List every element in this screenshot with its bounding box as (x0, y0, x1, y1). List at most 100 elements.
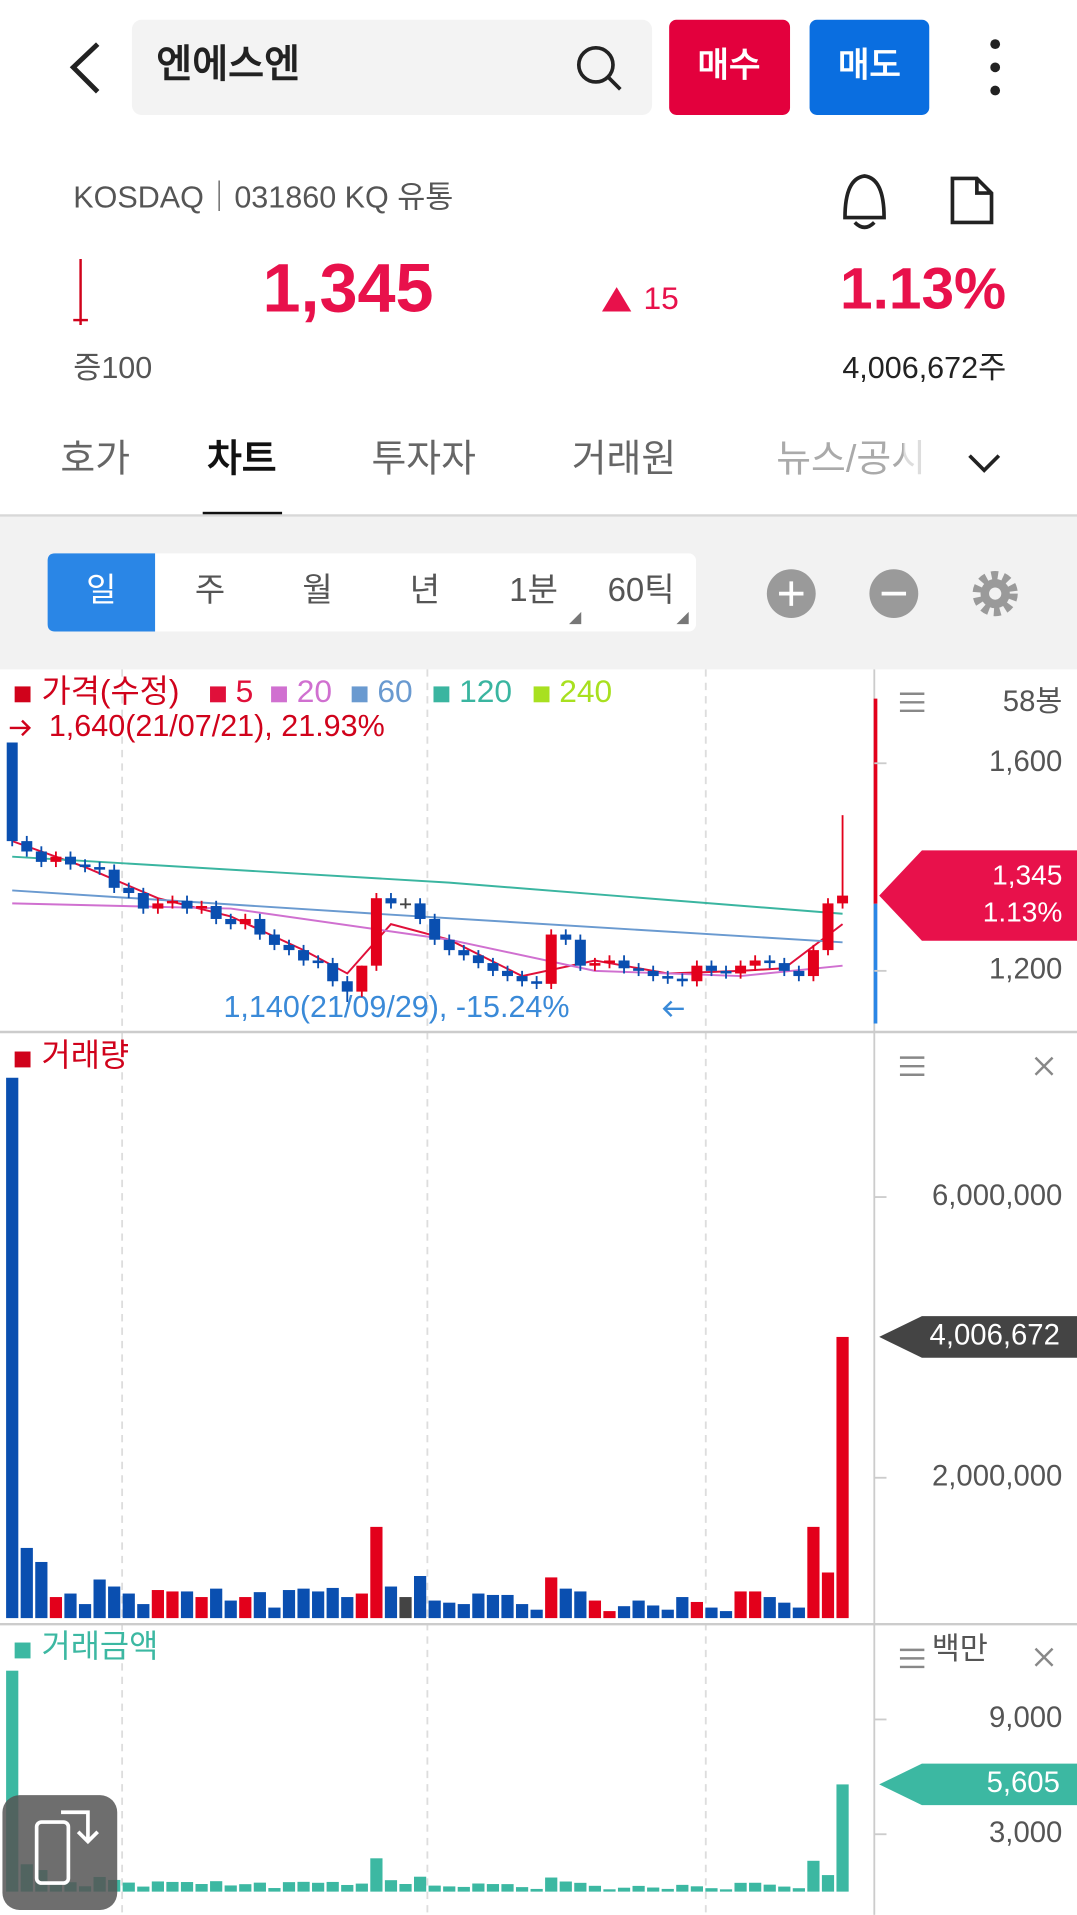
candle-body (79, 864, 91, 868)
period[interactable]: 1분 (509, 571, 558, 608)
tab[interactable]: 투자자 (371, 439, 475, 481)
candle-body (574, 939, 586, 966)
candle-body (64, 856, 76, 865)
candle-body (647, 970, 659, 977)
unit-label: 백만 (932, 1632, 988, 1666)
last-value-label: 5,605 (987, 1766, 1060, 1799)
panel-close[interactable] (1034, 1056, 1054, 1076)
candle-body (283, 944, 295, 951)
tab[interactable]: 뉴스/공시 (776, 439, 926, 481)
bar (20, 1547, 33, 1619)
memo-icon[interactable] (950, 176, 994, 225)
back-button[interactable] (69, 42, 100, 94)
bar (545, 1877, 558, 1892)
candle-body (327, 963, 339, 982)
bar (807, 1860, 820, 1892)
bar (603, 1889, 616, 1892)
bar (282, 1882, 296, 1892)
period-group (47, 553, 697, 632)
settings[interactable] (972, 571, 1018, 617)
panel-close[interactable] (1034, 1647, 1054, 1667)
bar (180, 1882, 194, 1892)
bar (705, 1888, 718, 1892)
legend-label: 5 (236, 673, 254, 709)
candle-body (778, 963, 790, 971)
bar (559, 1881, 572, 1892)
bar (399, 1597, 412, 1619)
bar (501, 1884, 514, 1892)
period[interactable]: 주 (195, 571, 225, 608)
moving-average (12, 902, 843, 978)
bar (195, 1884, 208, 1892)
candle-body (603, 960, 615, 964)
candle-body (662, 976, 674, 979)
legend-swatch (533, 686, 550, 703)
float-button[interactable] (2, 1795, 118, 1910)
bar (122, 1882, 135, 1892)
period[interactable]: 일 (86, 571, 116, 608)
sell-button[interactable] (809, 19, 930, 115)
alarm-icon[interactable] (843, 174, 886, 230)
period[interactable]: 년 (410, 571, 440, 608)
chart-marks: 1,600 1,200 5 20 60 120 240 1,345 1.13% 6,000,000… (6, 673, 1077, 1892)
candle-body (764, 960, 776, 964)
legend-label: 20 (297, 673, 332, 709)
candle-body (502, 970, 514, 977)
legend-swatch (271, 686, 287, 703)
bar (792, 1888, 805, 1892)
buy-label: 매수 (698, 46, 761, 84)
legend-swatch (14, 686, 31, 703)
bar (6, 1077, 19, 1619)
bar (224, 1885, 237, 1892)
search-box[interactable] (131, 19, 653, 115)
tab-expand[interactable] (968, 454, 1001, 473)
candle-body (166, 900, 178, 904)
search-icon[interactable] (576, 45, 622, 91)
period[interactable]: 60틱 (608, 571, 675, 608)
chart-title: 가격(수정) (42, 673, 180, 709)
bar (719, 1889, 733, 1892)
bar-count: 58봉 (1003, 685, 1063, 718)
tab[interactable]: 호가 (60, 439, 130, 481)
bar (239, 1884, 252, 1892)
bar (93, 1579, 106, 1619)
bar (210, 1881, 223, 1892)
bar (821, 1572, 835, 1619)
tab-active[interactable]: 차트 (207, 439, 277, 481)
legend-swatch (433, 686, 450, 703)
bar (180, 1591, 194, 1619)
bar (326, 1587, 339, 1619)
last-value-label: 4,006,672 (930, 1319, 1060, 1352)
panel-menu[interactable] (899, 1648, 925, 1669)
y-tick-label: 1,600 (989, 745, 1062, 778)
date-grid (121, 669, 707, 1915)
more-menu[interactable] (990, 39, 1001, 96)
bar (792, 1607, 805, 1619)
bar (312, 1591, 325, 1619)
zoom-out[interactable] (869, 569, 919, 619)
candle-body (414, 903, 426, 919)
price-change: 15 (644, 280, 679, 316)
panel-menu[interactable] (899, 1056, 925, 1076)
bar (632, 1885, 645, 1892)
candle-body (123, 887, 135, 894)
bar (457, 1604, 470, 1619)
candle-body (341, 981, 353, 992)
tab[interactable]: 거래원 (572, 439, 676, 481)
chart-title: 거래량 (42, 1037, 130, 1073)
zoom-in[interactable] (766, 569, 816, 619)
buy-button[interactable] (669, 19, 791, 115)
panel-menu[interactable] (899, 692, 925, 713)
bar (428, 1600, 441, 1619)
bar (443, 1886, 456, 1892)
y-tick-label: 2,000,000 (932, 1459, 1062, 1492)
low-arrow (662, 1000, 684, 1017)
bar (705, 1607, 718, 1619)
bar (617, 1606, 631, 1619)
bar (836, 1784, 849, 1892)
candle-body (458, 950, 470, 956)
last-value-label: 1,345 (992, 860, 1062, 891)
quote-unit: 증100 (73, 351, 152, 385)
bar (486, 1884, 500, 1892)
period[interactable]: 월 (302, 571, 332, 608)
